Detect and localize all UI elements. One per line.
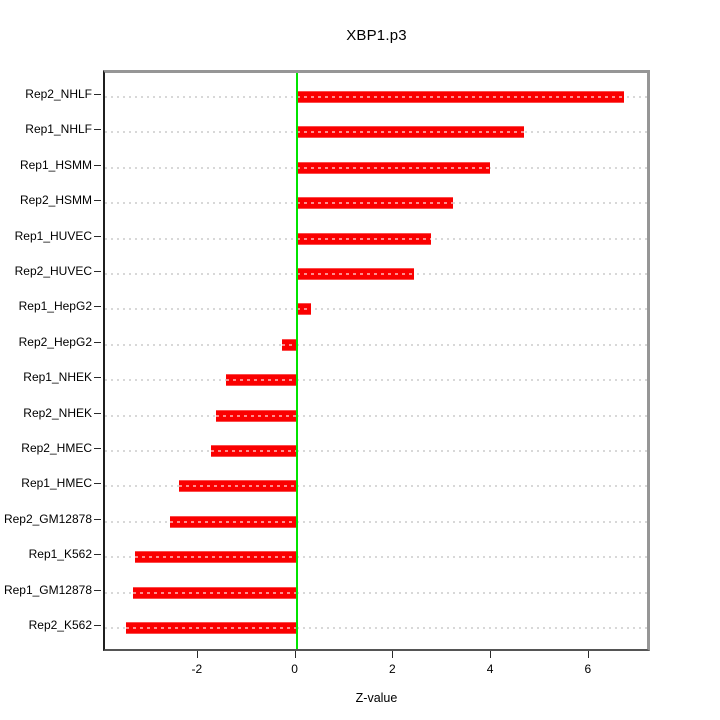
bar — [169, 515, 297, 528]
zero-line — [295, 73, 298, 649]
x-axis-title: Z-value — [355, 691, 398, 705]
y-tick — [94, 412, 101, 414]
x-tick — [392, 651, 394, 658]
x-tick — [294, 651, 296, 658]
y-tick — [94, 483, 101, 485]
grid-line — [105, 520, 647, 523]
bar — [211, 445, 297, 457]
x-tick — [196, 651, 198, 658]
bar — [296, 126, 525, 139]
x-tick — [490, 651, 492, 658]
grid-line — [105, 556, 647, 559]
category-label: Rep2_HSMM — [19, 193, 92, 208]
category-label: Rep2_NHEK — [23, 405, 92, 420]
bar — [296, 232, 432, 245]
bar — [215, 409, 297, 422]
y-tick — [94, 164, 101, 166]
y-tick — [94, 554, 101, 556]
y-tick — [94, 518, 101, 520]
category-label: Rep1_K562 — [28, 547, 92, 562]
grid-line — [105, 343, 647, 346]
category-label: Rep2_HUVEC — [14, 264, 92, 278]
x-tick-label: 6 — [584, 662, 592, 676]
plot-area — [105, 73, 647, 649]
category-label: Rep1_NHLF — [25, 122, 92, 137]
category-label: Rep2_K562 — [28, 618, 92, 632]
x-tick-label: -2 — [191, 662, 203, 676]
bar — [225, 374, 297, 387]
y-tick — [94, 448, 101, 449]
category-label: Rep1_HSMM — [19, 157, 92, 172]
bar — [296, 303, 312, 316]
category-label: Rep1_HMEC — [21, 476, 92, 491]
x-tick-label: 2 — [388, 662, 396, 676]
grid-line — [105, 591, 647, 594]
y-tick — [94, 341, 101, 343]
grid-line — [105, 414, 647, 417]
bar — [296, 91, 625, 103]
grid-line — [105, 308, 647, 311]
grid-line — [105, 627, 647, 629]
y-tick — [94, 377, 101, 379]
bar — [132, 586, 297, 599]
chart-title: XBP1.p3 — [346, 27, 407, 44]
y-tick — [94, 129, 101, 131]
grid-line — [105, 450, 647, 452]
category-label: Rep2_HepG2 — [18, 334, 92, 349]
y-tick — [94, 94, 101, 95]
category-label: Rep1_HepG2 — [18, 299, 92, 314]
bar — [179, 480, 297, 493]
bar — [281, 338, 297, 351]
category-label: Rep2_HMEC — [21, 441, 92, 455]
bar — [296, 161, 490, 174]
bar — [296, 197, 454, 210]
category-label: Rep2_NHLF — [25, 87, 92, 101]
x-tick-label: 0 — [291, 662, 298, 676]
category-label: Rep2_GM12878 — [3, 511, 92, 526]
bar — [125, 622, 297, 634]
category-label: Rep1_NHEK — [23, 370, 92, 385]
x-tick-label: 4 — [486, 662, 494, 676]
category-label: Rep1_HUVEC — [14, 228, 92, 243]
y-tick — [94, 306, 101, 308]
bar — [135, 551, 297, 564]
x-tick — [587, 651, 589, 658]
grid-line — [105, 379, 647, 382]
y-tick — [94, 235, 101, 237]
plot-panel — [103, 70, 650, 651]
y-tick — [94, 625, 101, 626]
y-tick — [94, 200, 101, 202]
bar — [296, 268, 415, 280]
y-tick — [94, 589, 101, 591]
category-label: Rep1_GM12878 — [3, 582, 92, 597]
y-tick — [94, 271, 101, 272]
grid-line — [105, 485, 647, 488]
